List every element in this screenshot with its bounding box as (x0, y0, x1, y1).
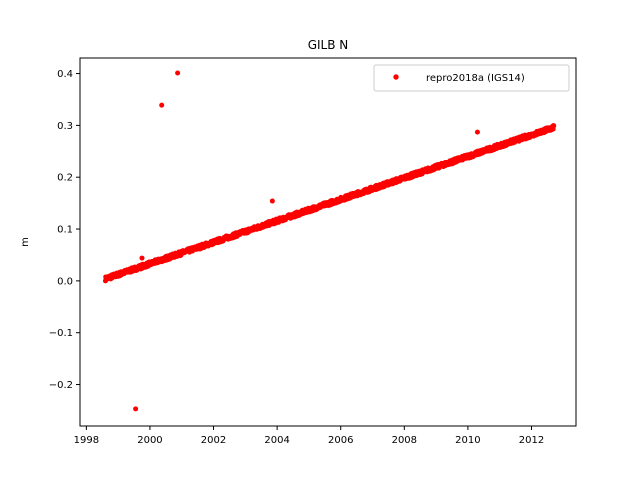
x-tick-label: 2000 (137, 435, 162, 446)
legend: repro2018a (IGS14) (373, 64, 570, 92)
outlier-point (175, 70, 181, 76)
y-tick-label: 0.4 (57, 69, 73, 80)
chart-title: GILB N (308, 38, 349, 52)
outlier-point (159, 102, 165, 108)
x-tick-label: 2004 (264, 435, 289, 446)
x-tick-label: 1998 (74, 435, 99, 446)
legend-box (373, 64, 570, 92)
y-tick-label: 0.2 (57, 173, 73, 184)
axes-frame (79, 57, 577, 427)
x-tick-label: 2012 (519, 435, 544, 446)
y-tick-label: −0.2 (49, 380, 73, 391)
y-tick-label: −0.1 (49, 328, 73, 339)
y-axis-label: m (20, 237, 31, 247)
x-tick-label: 2010 (455, 435, 480, 446)
outlier-point (139, 255, 145, 261)
outlier-point (269, 198, 275, 204)
legend-marker (393, 74, 399, 80)
y-tick-label: 0.3 (57, 121, 73, 132)
outlier-point (133, 406, 139, 412)
y-tick-label: 0.1 (57, 225, 73, 236)
x-tick-label: 2008 (392, 435, 417, 446)
outlier-point (474, 129, 480, 135)
plot-area (102, 70, 557, 412)
y-tick-label: 0.0 (57, 276, 73, 287)
data-point (551, 123, 557, 129)
x-tick-label: 2006 (328, 435, 353, 446)
axes: 1998 2000 2002 2004 2006 2008 2010 2012 −0.2 −0.1… (49, 69, 545, 446)
x-tick-label: 2002 (201, 435, 226, 446)
legend-entry: repro2018a (IGS14) (426, 73, 525, 84)
